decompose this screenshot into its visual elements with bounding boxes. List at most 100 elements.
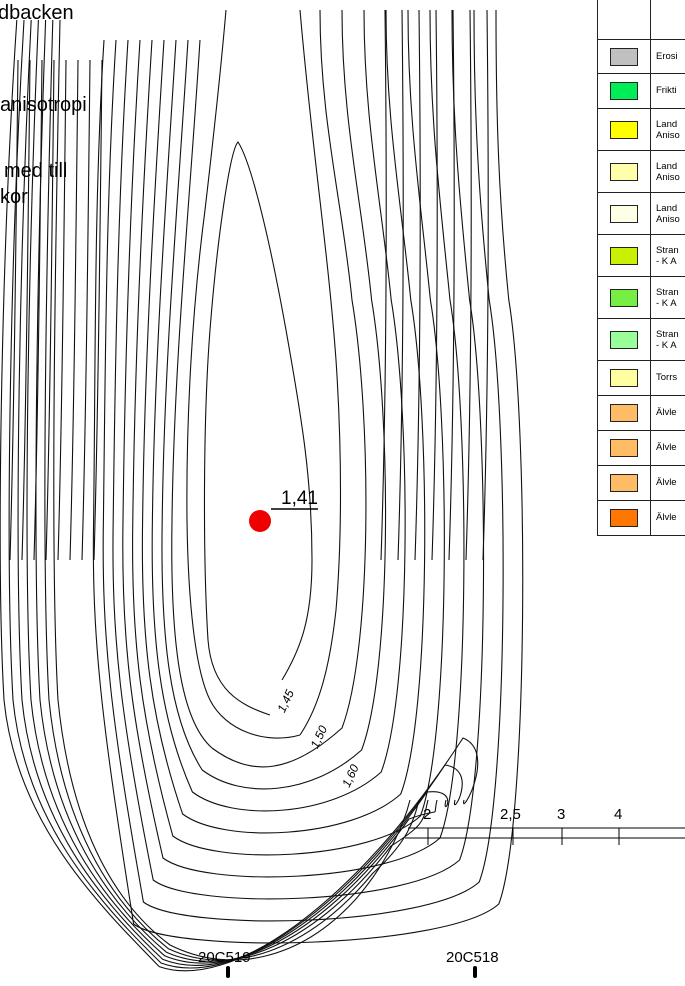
contour-line bbox=[141, 9, 426, 834]
contour-line bbox=[17, 19, 449, 966]
legend-label: Stran - K A bbox=[656, 287, 679, 309]
title-line-3: med till bbox=[4, 160, 68, 182]
legend-label-line: Älvle bbox=[656, 512, 677, 523]
borehole-label: 20C519 bbox=[198, 949, 251, 966]
legend-row: Torrs bbox=[598, 361, 685, 396]
contour-line bbox=[44, 19, 420, 961]
legend-label-line: Älvle bbox=[656, 477, 677, 488]
legend-rows: Erosi Frikti Land Aniso Land Aniso Land Aniso St… bbox=[598, 40, 685, 535]
borehole-marker bbox=[226, 966, 230, 978]
contour-line bbox=[92, 9, 524, 944]
legend-row: Erosi bbox=[598, 40, 685, 74]
legend-row: Älvle bbox=[598, 431, 685, 466]
contour-line bbox=[482, 9, 489, 561]
contour-line bbox=[431, 9, 438, 561]
contour-line bbox=[21, 59, 31, 561]
legend-label-line: Aniso bbox=[656, 171, 680, 183]
legend-row: Frikti bbox=[598, 74, 685, 109]
legend-header bbox=[598, 0, 685, 40]
legend-label: Stran - K A bbox=[656, 329, 679, 351]
contour-line bbox=[151, 9, 406, 812]
legend-label-line: Stran bbox=[656, 244, 679, 256]
contour-line bbox=[0, 19, 479, 972]
soil-legend: Erosi Frikti Land Aniso Land Aniso Land Aniso St… bbox=[597, 0, 685, 536]
title-line-2: anisotropi bbox=[0, 94, 87, 116]
legend-swatch bbox=[610, 120, 638, 139]
contour-line bbox=[448, 9, 455, 561]
legend-row: Stran - K A bbox=[598, 319, 685, 361]
legend-label: Stran - K A bbox=[656, 245, 679, 267]
legend-row: Land Aniso bbox=[598, 151, 685, 193]
legend-swatch bbox=[610, 369, 638, 387]
contour-line bbox=[33, 59, 43, 561]
contour-line bbox=[122, 9, 465, 878]
legend-row: Älvle bbox=[598, 466, 685, 501]
critical-point-marker bbox=[249, 510, 271, 532]
legend-label: Erosi bbox=[656, 51, 678, 62]
legend-label-line: - K A bbox=[656, 255, 677, 267]
borehole-marker bbox=[473, 966, 477, 978]
contour-line bbox=[161, 9, 387, 790]
legend-label-line: Land bbox=[656, 202, 678, 214]
contour-line bbox=[112, 9, 485, 900]
scale-tick-label: 3 bbox=[557, 806, 565, 823]
legend-label-line: Land bbox=[656, 160, 678, 172]
legend-row: Älvle bbox=[598, 396, 685, 431]
contour-line bbox=[203, 141, 313, 716]
contour-line bbox=[26, 19, 438, 964]
contour-label-150: 1,50 bbox=[308, 723, 331, 750]
contour-line bbox=[186, 9, 301, 739]
contour-line bbox=[171, 9, 367, 768]
legend-label-line: Erosi bbox=[656, 50, 678, 62]
legend-label-line: Aniso bbox=[656, 129, 680, 141]
legend-row: Stran - K A bbox=[598, 277, 685, 319]
legend-label: Älvle bbox=[656, 512, 677, 523]
title-line-4: kor bbox=[0, 186, 28, 208]
contour-line bbox=[414, 9, 421, 561]
contour-label-160: 1,60 bbox=[339, 762, 362, 789]
legend-label-line: Stran bbox=[656, 286, 679, 298]
contour-line bbox=[132, 9, 445, 856]
legend-label-line: - K A bbox=[656, 297, 677, 309]
contour-line bbox=[380, 9, 387, 561]
critical-factor-label: 1,41 bbox=[281, 488, 318, 509]
legend-label: Älvle bbox=[656, 477, 677, 488]
contour-lines bbox=[0, 9, 524, 972]
legend-label-line: - K A bbox=[656, 339, 677, 351]
legend-row: Land Aniso bbox=[598, 193, 685, 235]
scale-tick-label: 2,5 bbox=[500, 806, 521, 823]
legend-label-line: Älvle bbox=[656, 407, 677, 418]
contour-line bbox=[9, 59, 19, 561]
legend-swatch bbox=[610, 330, 638, 349]
legend-label-line: Älvle bbox=[656, 442, 677, 453]
legend-swatch bbox=[610, 204, 638, 223]
legend-label-line: Aniso bbox=[656, 213, 680, 225]
legend-swatch bbox=[610, 404, 638, 422]
borehole-label: 20C518 bbox=[446, 949, 499, 966]
legend-swatch bbox=[610, 439, 638, 457]
legend-swatch bbox=[610, 246, 638, 265]
contour-label-145: 1,45 bbox=[274, 687, 297, 714]
legend-row: Stran - K A bbox=[598, 235, 685, 277]
scale-axis: 2 2,5 3 4 bbox=[405, 806, 685, 845]
legend-label: Torrs bbox=[656, 372, 677, 383]
contour-line bbox=[81, 59, 91, 561]
legend-label: Land Aniso bbox=[656, 119, 680, 141]
legend-swatch bbox=[610, 474, 638, 492]
contour-line bbox=[53, 19, 411, 961]
legend-row: Land Aniso bbox=[598, 109, 685, 151]
contour-line bbox=[299, 9, 342, 736]
legend-label: Älvle bbox=[656, 442, 677, 453]
legend-label: Frikti bbox=[656, 85, 677, 96]
legend-swatch bbox=[610, 47, 638, 66]
legend-swatch bbox=[610, 82, 638, 100]
legend-swatch bbox=[610, 162, 638, 181]
contour-line bbox=[69, 59, 79, 561]
legend-swatch bbox=[610, 509, 638, 527]
contour-line bbox=[45, 59, 55, 561]
legend-row: Älvle bbox=[598, 501, 685, 535]
legend-label-line: Land bbox=[656, 118, 678, 130]
legend-swatch bbox=[610, 288, 638, 307]
scale-tick-label: 4 bbox=[614, 806, 622, 823]
